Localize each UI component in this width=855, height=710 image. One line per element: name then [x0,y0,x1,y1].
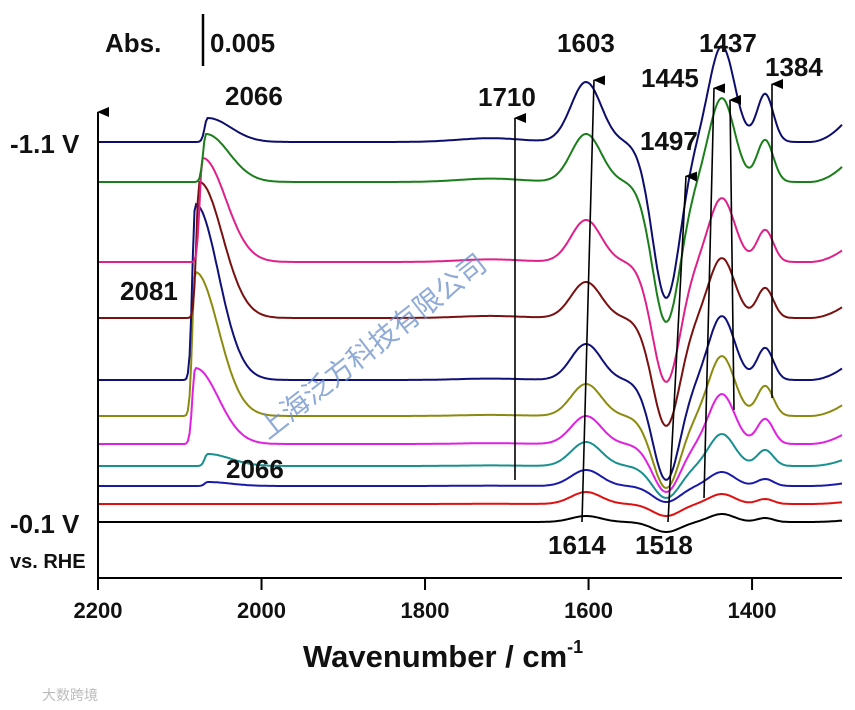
annotation-1603: 1603 [557,28,615,58]
annotation-1437: 1437 [699,28,757,58]
corner-mark: 大数跨境 [42,687,98,703]
spectrum-line-10 [98,97,843,323]
annotation-2066-bottom: 2066 [226,454,284,484]
x-ticks: 2200 2000 1800 1600 1400 [74,578,777,623]
x-tick-label-2000: 2000 [237,598,286,623]
peak-annotations: 2066 2081 2066 1710 1603 1445 1437 1384 … [120,28,823,560]
potential-bottom-label: -0.1 V [10,509,80,539]
spectrum-line-3 [98,469,843,503]
spectrum-line-2 [98,491,843,517]
annotation-1518: 1518 [635,530,693,560]
series-group [98,45,843,533]
x-axis-title: Wavenumber / cm-1 [303,637,583,674]
guide-arrow-1497 [667,171,698,523]
scale-bar: Abs. 0.005 [105,14,275,66]
guide-arrow-1437 [729,94,742,411]
spectrum-line-9 [98,156,843,383]
spectrum-line-1 [98,513,843,533]
spectrum-line-8 [98,180,843,427]
guide-arrow-1603 [581,75,606,523]
x-tick-label-2200: 2200 [74,598,123,623]
spectrum-line-6 [98,270,843,489]
x-tick-label-1600: 1600 [564,598,613,623]
x-axis-title-superscript: -1 [567,637,583,657]
scale-bar-value: 0.005 [210,28,275,58]
annotation-1384: 1384 [765,52,823,82]
scale-bar-label: Abs. [105,28,161,58]
reference-label: vs. RHE [10,551,86,573]
guide-arrow-1445 [703,83,726,499]
spectrum-line-5 [98,366,843,493]
annotation-2066-top: 2066 [225,81,283,111]
spectrum-line-4 [98,433,843,499]
potential-top-label: -1.1 V [10,129,80,159]
annotation-2081: 2081 [120,276,178,306]
spectrum-line-11 [98,45,843,299]
annotation-1445: 1445 [641,63,699,93]
peak-guide-arrows [514,75,783,523]
spectrum-line-7 [98,202,843,481]
x-axis: 2200 2000 1800 1600 1400 [74,577,842,623]
annotation-1710: 1710 [478,82,536,112]
x-tick-label-1800: 1800 [401,598,450,623]
x-tick-label-1400: 1400 [728,598,777,623]
annotation-1614: 1614 [548,530,606,560]
x-axis-title-text: Wavenumber / cm [303,639,567,674]
annotation-1497: 1497 [640,126,698,156]
